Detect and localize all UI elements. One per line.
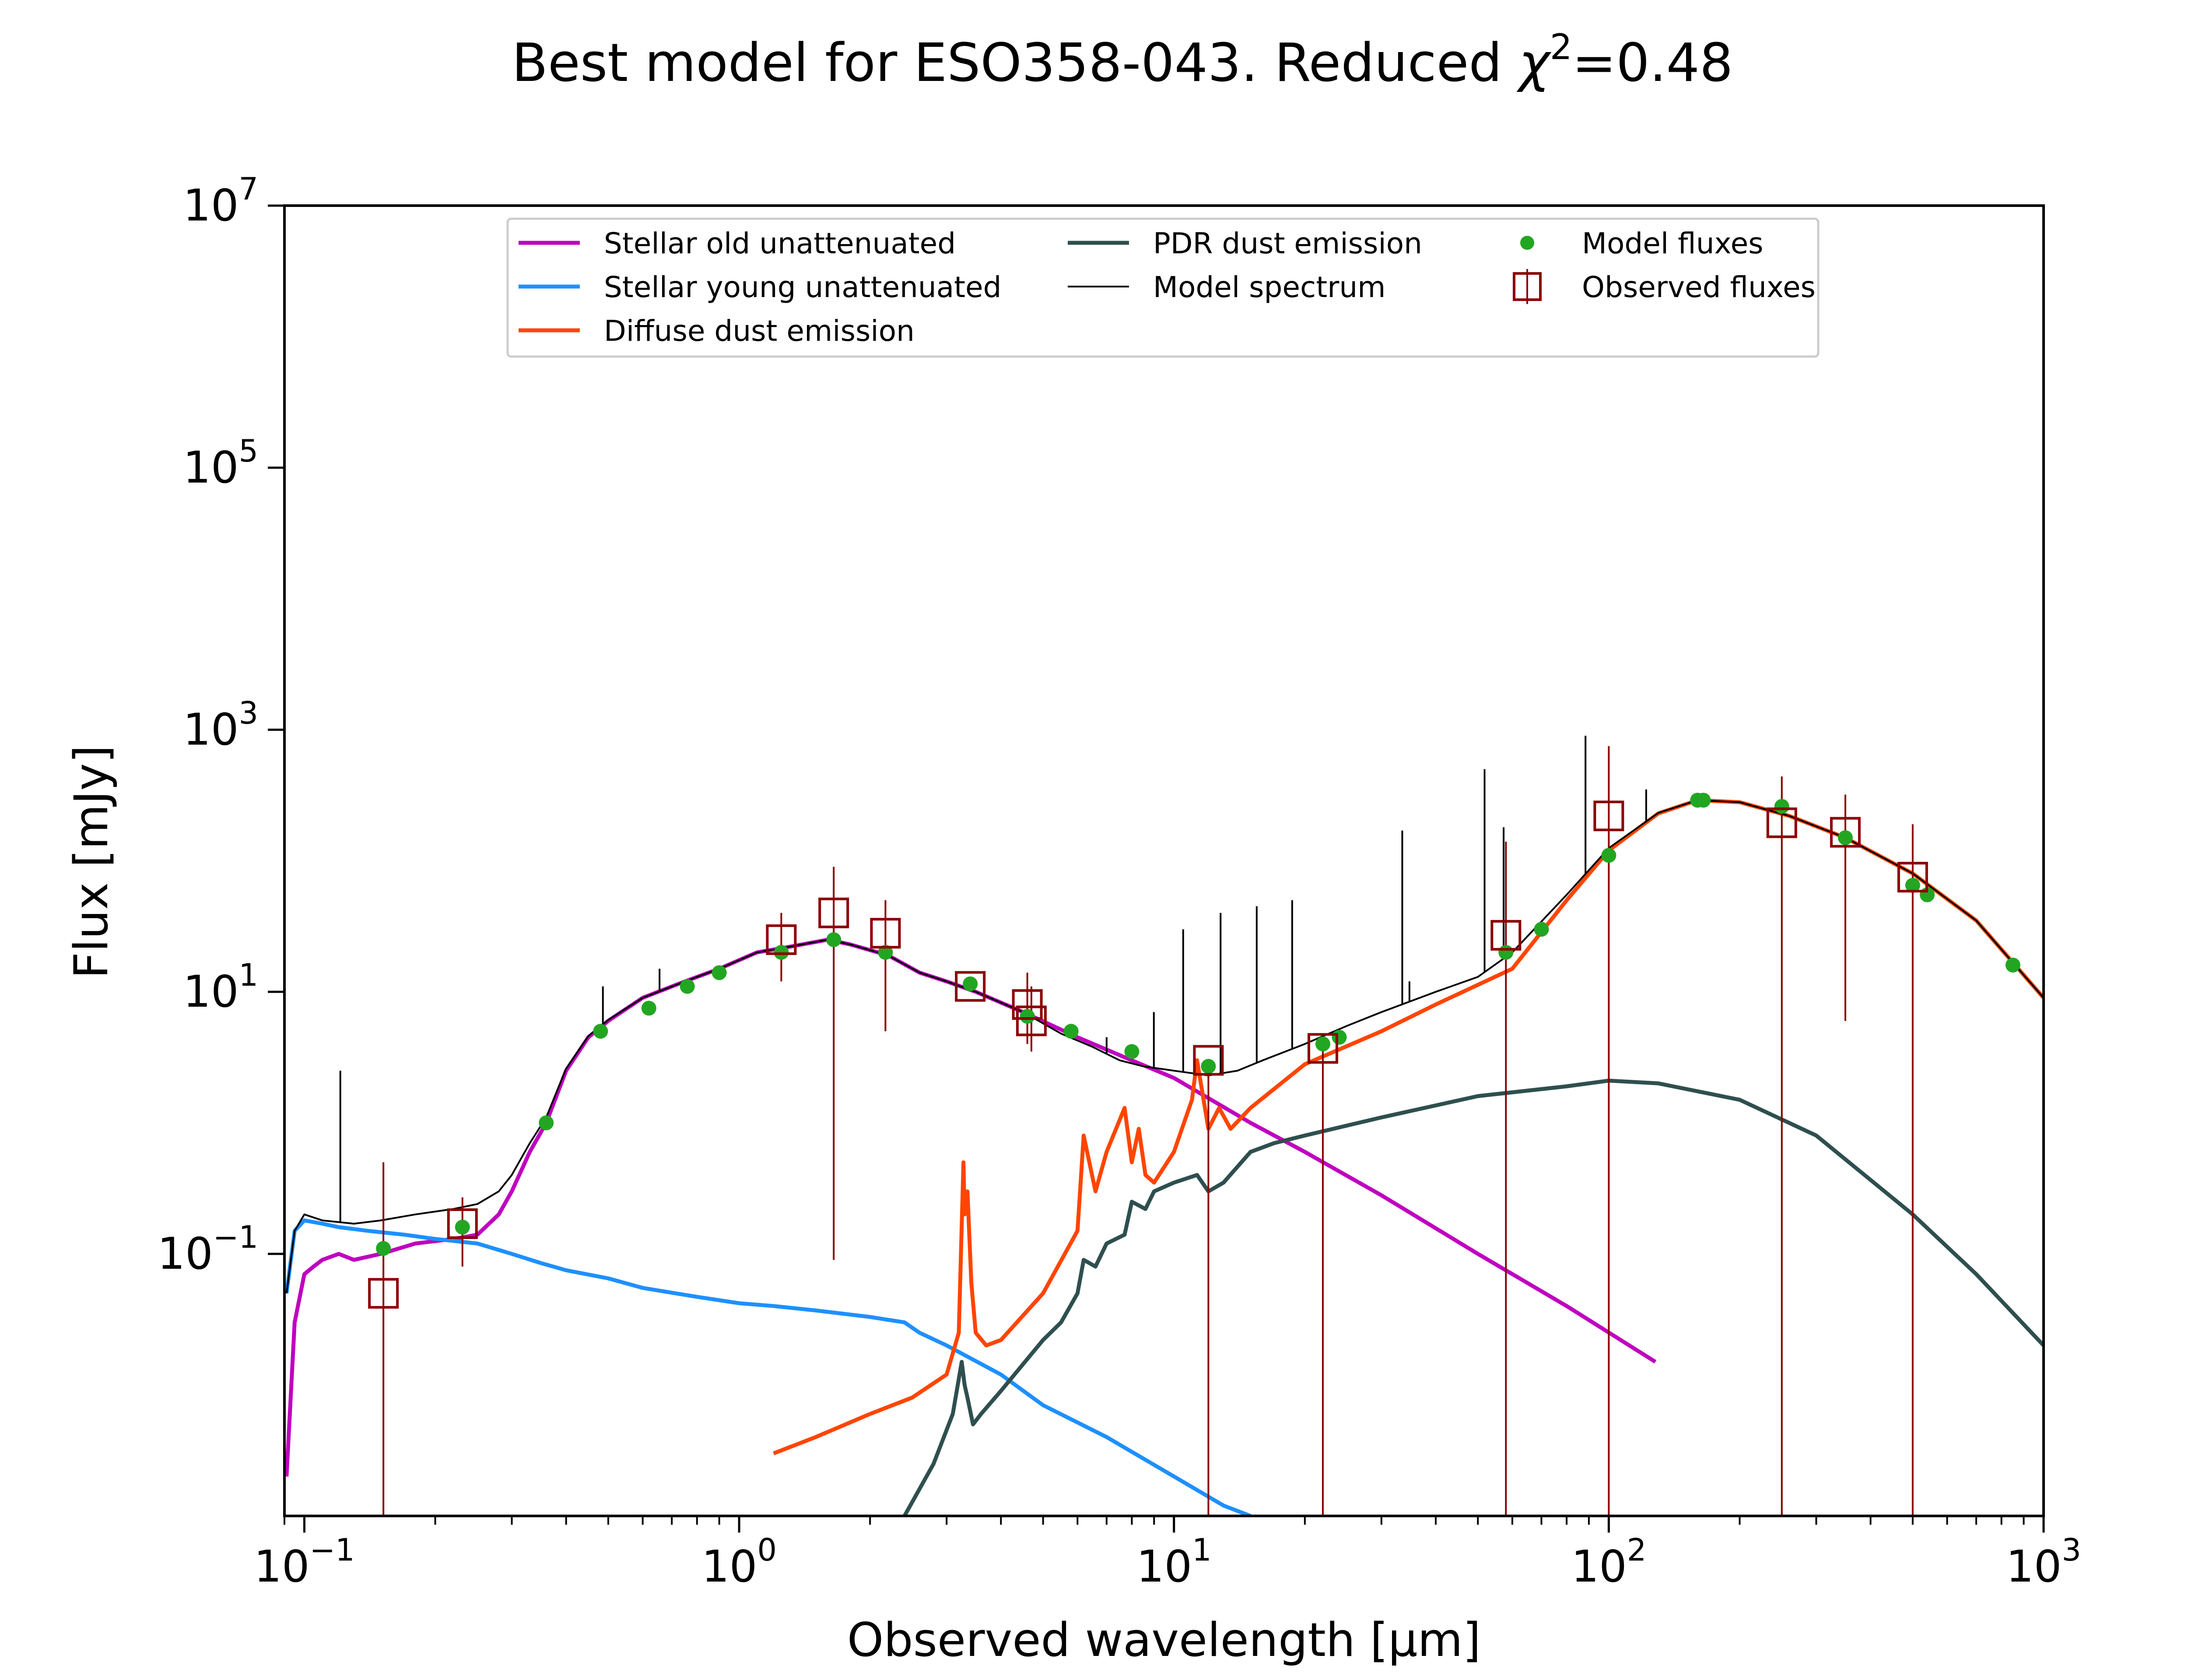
legend-item-diffuse-dust-emission: Diffuse dust emission <box>519 314 915 348</box>
legend-frame <box>506 217 1820 358</box>
series-line-pdr-dust-emission <box>902 1078 2044 1516</box>
x-tick-label: 101 <box>1136 1532 1212 1592</box>
observed-flux-point <box>1593 800 1624 831</box>
model-flux-point <box>1063 1024 1079 1039</box>
legend-label: Diffuse dust emission <box>604 314 915 348</box>
x-axis-label: Observed wavelength [μm] <box>847 1613 1481 1667</box>
legend-item-model-fluxes: Model fluxes <box>1520 227 1764 260</box>
model-flux-point <box>1774 799 1789 814</box>
chart-title-chi: χ <box>1516 33 1552 94</box>
chart-title-sup: 2 <box>1550 27 1572 67</box>
model-flux-point <box>2005 957 2020 973</box>
model-flux-point <box>1696 793 1711 808</box>
legend-item-stellar-old-unattenuated: Stellar old unattenuated <box>519 227 956 260</box>
x-tick-label: 10−1 <box>254 1532 354 1592</box>
model-flux-point <box>1315 1036 1330 1052</box>
model-flux-point <box>1020 1009 1035 1024</box>
observed-flux-point <box>955 971 986 1002</box>
chart-title-main: Best model for ESO358-043. Reduced <box>512 33 1519 94</box>
observed-flux-point <box>1012 989 1043 1020</box>
legend-item-observed-fluxes: Observed fluxes <box>1513 269 1816 304</box>
y-axis-label: Flux [mJy] <box>64 745 118 979</box>
x-tick-label: 100 <box>701 1532 777 1592</box>
plot-frame <box>283 204 2045 1517</box>
model-flux-point <box>712 965 727 980</box>
model-flux-point <box>826 932 842 947</box>
model-flux-point <box>1905 878 1920 893</box>
x-tick-label: 102 <box>1571 1532 1646 1592</box>
model-flux-point <box>641 1001 656 1016</box>
observed-flux-point <box>766 924 797 955</box>
observed-flux-point <box>368 1278 399 1309</box>
model-flux-point <box>1201 1059 1216 1074</box>
legend-label: Stellar young unattenuated <box>604 270 1002 304</box>
model-flux-point <box>963 976 978 991</box>
series-line-model-spectrum <box>285 799 2044 1294</box>
observed-flux-point <box>1016 1005 1047 1036</box>
legend-swatch <box>1520 236 1534 250</box>
model-flux-point <box>1498 945 1514 960</box>
observed-flux-point <box>1897 861 1928 892</box>
observed-flux-point <box>818 897 849 928</box>
observed-flux-point <box>1193 1045 1224 1076</box>
legend-label: Model spectrum <box>1153 270 1385 304</box>
model-flux-point <box>593 1024 608 1039</box>
observed-flux-point <box>1490 920 1522 951</box>
y-tick-label: 10−1 <box>158 1219 258 1279</box>
observed-flux-point <box>1830 817 1861 848</box>
observed-flux-point <box>1766 807 1797 838</box>
legend-label: Stellar old unattenuated <box>604 227 956 260</box>
observed-flux-point <box>1307 1033 1338 1064</box>
y-tick-label: 107 <box>183 171 258 231</box>
legend-item-stellar-young-unattenuated: Stellar young unattenuated <box>519 270 1002 304</box>
legend-label: Observed fluxes <box>1582 270 1816 304</box>
plot-area <box>284 735 2044 1516</box>
legend-label: PDR dust emission <box>1153 227 1422 260</box>
y-tick-label: 103 <box>183 695 258 755</box>
model-flux-point <box>1124 1044 1140 1059</box>
model-flux-point <box>1534 922 1549 937</box>
legend-item-pdr-dust-emission: PDR dust emission <box>1068 227 1422 260</box>
series-line-stellar-young-unattenuated <box>284 1218 1252 1516</box>
legend-label: Model fluxes <box>1582 227 1764 260</box>
axes: 10−1 100 101 102 103 10−1 101 103 105 107 <box>158 171 2081 1592</box>
observed-flux-point <box>870 918 901 949</box>
legend: Stellar old unattenuated Stellar young un… <box>506 217 1820 358</box>
model-flux-point <box>680 979 695 994</box>
chart-title-tail: =0.48 <box>1572 33 1733 94</box>
model-flux-point <box>1332 1029 1347 1045</box>
model-flux-point <box>455 1219 470 1235</box>
model-flux-point <box>539 1115 554 1130</box>
x-tick-label: 103 <box>2006 1532 2081 1592</box>
model-flux-point <box>1837 830 1853 845</box>
chart-title: Best model for ESO358-043. Reduced χ2=0.… <box>512 27 1733 94</box>
model-flux-point <box>376 1241 391 1256</box>
observed-flux-point <box>447 1208 478 1239</box>
y-tick-label: 101 <box>183 957 258 1017</box>
y-tick-label: 105 <box>183 433 258 493</box>
model-flux-point <box>1601 848 1616 863</box>
legend-item-model-spectrum: Model spectrum <box>1068 270 1385 304</box>
model-flux-point <box>878 945 893 960</box>
